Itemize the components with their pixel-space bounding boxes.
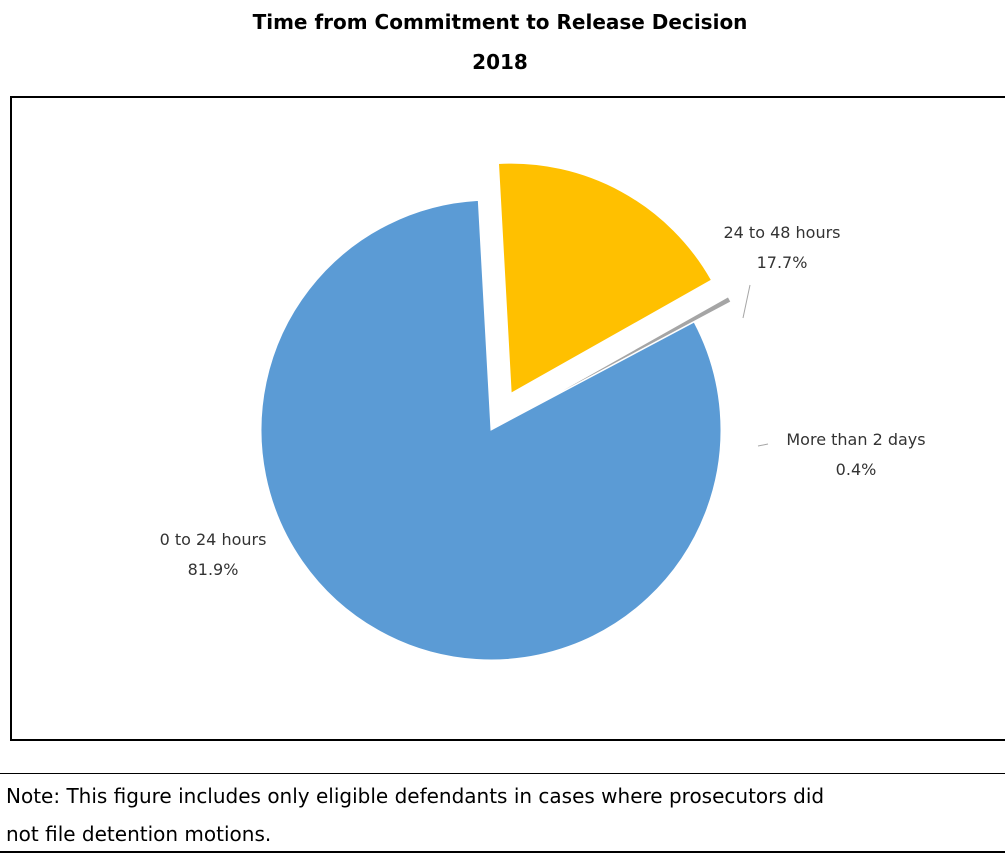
- slice-value-label-2: 17.7%: [757, 253, 808, 272]
- pie-slice-3: [527, 296, 732, 411]
- slice-label-1: 0 to 24 hours: [160, 530, 267, 549]
- slice-label-2: 24 to 48 hours: [723, 223, 840, 242]
- chart-note: Note: This figure includes only eligible…: [6, 777, 1005, 853]
- pie-slice-2: [497, 162, 713, 394]
- note-box: [0, 773, 1005, 853]
- slice-label-3: More than 2 days: [786, 430, 925, 449]
- slice-value-label-3: 0.4%: [836, 460, 877, 479]
- note-line-1: Note: This figure includes only eligible…: [6, 784, 825, 808]
- leader-line-2: [742, 284, 751, 319]
- chart-subtitle: 2018: [472, 50, 528, 74]
- note-line-2: not file detention motions.: [6, 822, 272, 846]
- chart-title: Time from Commitment to Release Decision: [252, 10, 748, 34]
- slice-value-label-1: 81.9%: [188, 560, 239, 579]
- pie-slice-1: [260, 199, 722, 661]
- leader-line-3: [757, 443, 769, 447]
